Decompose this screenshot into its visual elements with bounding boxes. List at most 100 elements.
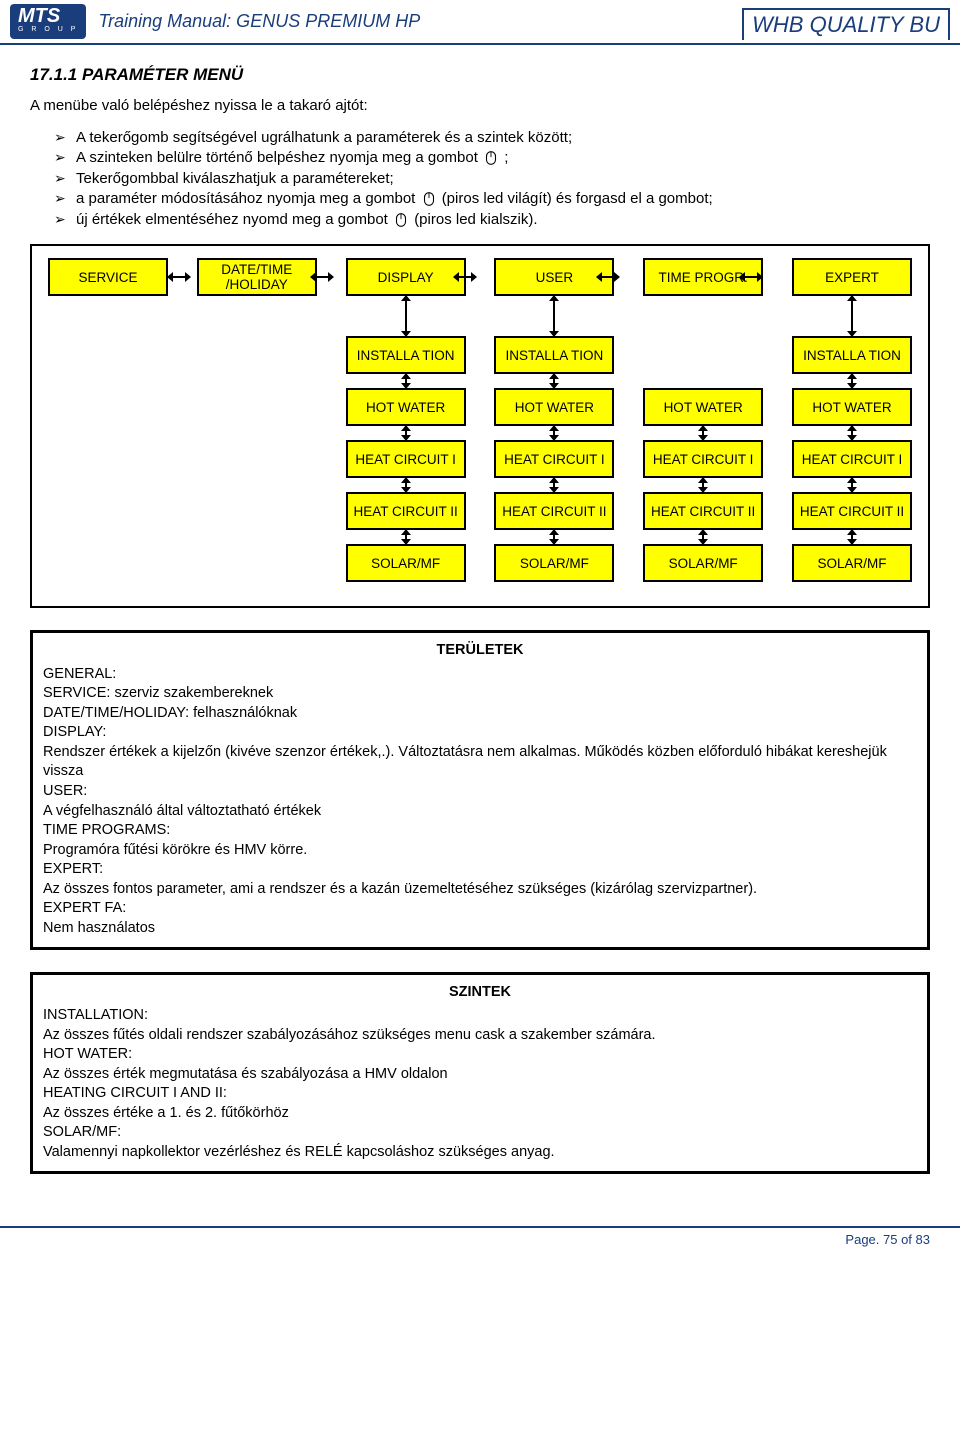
diagram-vspacer [44, 478, 916, 492]
vconn [405, 478, 407, 492]
grid-node: INSTALLA TION [494, 336, 614, 374]
vconn [405, 530, 407, 544]
hconn [740, 276, 762, 278]
szintek-line: INSTALLATION: [43, 1006, 917, 1026]
grid-node: HOT WATER [346, 388, 466, 426]
teruletek-line: Nem használatos [43, 919, 917, 939]
grid-node: HEAT CIRCUIT I [494, 440, 614, 478]
vconn [553, 426, 555, 440]
diagram-row: HEAT CIRCUIT II HEAT CIRCUIT II HEAT CIRCU… [44, 492, 916, 530]
szintek-line: SOLAR/MF: [43, 1123, 917, 1143]
header-right-badge: WHB QUALITY BU [742, 8, 950, 40]
vconn [851, 426, 853, 440]
szintek-line: HOT WATER: [43, 1045, 917, 1065]
bullet-item: A tekerőgomb segítségével ugrálhatunk a … [54, 129, 930, 146]
teruletek-title: TERÜLETEK [43, 641, 917, 661]
teruletek-line: EXPERT FA: [43, 899, 917, 919]
intro-text: A menübe való belépéshez nyissa le a tak… [30, 97, 930, 114]
page-number: Page. 75 of 83 [845, 1232, 930, 1247]
teruletek-line: SERVICE: szerviz szakembereknek [43, 684, 917, 704]
diagram-row: SOLAR/MFSOLAR/MFSOLAR/MFSOLAR/MF [44, 544, 916, 582]
teruletek-line: GENERAL: [43, 665, 917, 685]
grid-node: HEAT CIRCUIT II [792, 492, 912, 530]
grid-node: SOLAR/MF [643, 544, 763, 582]
szintek-line: Valamennyi napkollektor vezérléshez és R… [43, 1143, 917, 1163]
node-datetime: DATE/TIME /HOLIDAY [197, 258, 317, 296]
grid-node: HEAT CIRCUIT I [346, 440, 466, 478]
grid-node: HEAT CIRCUIT II [494, 492, 614, 530]
grid-node: HEAT CIRCUIT II [346, 492, 466, 530]
szintek-line: Az összes értéke a 1. és 2. fűtőkörhöz [43, 1104, 917, 1124]
diagram-row: HOT WATER HOT WATER HOT WATER HOT WATER [44, 388, 916, 426]
grid-node: SOLAR/MF [346, 544, 466, 582]
vconn [702, 530, 704, 544]
bullet-item: a paraméter módosításához nyomja meg a g… [54, 190, 930, 208]
szintek-line: Az összes fűtés oldali rendszer szabályo… [43, 1026, 917, 1046]
vconn [553, 530, 555, 544]
node-display: DISPLAY [346, 258, 466, 296]
diagram-vspacer [44, 374, 916, 388]
logo-text: MTS [18, 5, 60, 27]
teruletek-line: TIME PROGRAMS: [43, 821, 917, 841]
logo: MTS G R O U P [10, 4, 86, 39]
grid-node: HEAT CIRCUIT II [643, 492, 763, 530]
grid-node: HOT WATER [792, 388, 912, 426]
szintek-title: SZINTEK [43, 983, 917, 1003]
vconn [851, 478, 853, 492]
grid-node: HEAT CIRCUIT I [643, 440, 763, 478]
vconn [553, 478, 555, 492]
grid-node: INSTALLA TION [792, 336, 912, 374]
section-number-title: 17.1.1 PARAMÉTER MENÜ [30, 65, 930, 85]
teruletek-line: Programóra fűtési körökre és HMV körre. [43, 841, 917, 861]
page-footer: Page. 75 of 83 [0, 1226, 960, 1267]
vconn [851, 374, 853, 388]
teruletek-line: A végfelhasználó által változtatható ért… [43, 802, 917, 822]
diagram-row: HEAT CIRCUIT I HEAT CIRCUIT I HEAT CIRCUIT… [44, 440, 916, 478]
bullet-list: A tekerőgomb segítségével ugrálhatunk a … [30, 129, 930, 229]
node-expert: EXPERT [792, 258, 912, 296]
page-content: 17.1.1 PARAMÉTER MENÜ A menübe való belé… [0, 45, 960, 1186]
mouse-icon [482, 149, 500, 167]
grid-node: HOT WATER [494, 388, 614, 426]
vconn [553, 374, 555, 388]
vconn [553, 296, 555, 336]
teruletek-line: Rendszer értékek a kijelzőn (kivéve szen… [43, 743, 917, 782]
grid-node: HOT WATER [643, 388, 763, 426]
mouse-icon [392, 211, 410, 229]
vconn [405, 296, 407, 336]
bullet-item: Tekerőgombbal kiválaszhatjuk a paraméter… [54, 170, 930, 187]
hconn [454, 276, 476, 278]
mouse-icon [420, 190, 438, 208]
diagram-top-row: SERVICE DATE/TIME /HOLIDAY DISPLAY USER … [44, 258, 916, 296]
doc-title: Training Manual: GENUS PREMIUM HP [98, 11, 742, 32]
szintek-line: HEATING CIRCUIT I AND II: [43, 1084, 917, 1104]
grid-node: SOLAR/MF [792, 544, 912, 582]
grid-node: HEAT CIRCUIT I [792, 440, 912, 478]
diagram-vspacer [44, 530, 916, 544]
teruletek-line: USER: [43, 782, 917, 802]
hconn [168, 276, 190, 278]
hconn [597, 276, 619, 278]
vconn [851, 530, 853, 544]
grid-node: INSTALLA TION [346, 336, 466, 374]
vconn [702, 426, 704, 440]
teruletek-line: DATE/TIME/HOLIDAY: felhasználóknak [43, 704, 917, 724]
diagram-vspacer [44, 426, 916, 440]
page-header: MTS G R O U P Training Manual: GENUS PRE… [0, 0, 960, 45]
menu-diagram: SERVICE DATE/TIME /HOLIDAY DISPLAY USER … [30, 244, 930, 608]
logo-subtext: G R O U P [18, 26, 78, 33]
szintek-box: SZINTEK INSTALLATION:Az összes fűtés old… [30, 972, 930, 1174]
vconn [702, 478, 704, 492]
diagram-row: INSTALLA TION INSTALLA TION INSTALLA TION [44, 336, 916, 374]
hconn [311, 276, 333, 278]
bullet-item: új értékek elmentéséhez nyomd meg a gomb… [54, 211, 930, 229]
teruletek-box: TERÜLETEK GENERAL:SERVICE: szerviz szake… [30, 630, 930, 949]
node-service: SERVICE [48, 258, 168, 296]
teruletek-line: DISPLAY: [43, 723, 917, 743]
diagram-vspacer [44, 296, 916, 336]
vconn [851, 296, 853, 336]
szintek-line: Az összes érték megmutatása és szabályoz… [43, 1065, 917, 1085]
vconn [405, 426, 407, 440]
teruletek-line: Az összes fontos parameter, ami a rendsz… [43, 880, 917, 900]
teruletek-line: EXPERT: [43, 860, 917, 880]
